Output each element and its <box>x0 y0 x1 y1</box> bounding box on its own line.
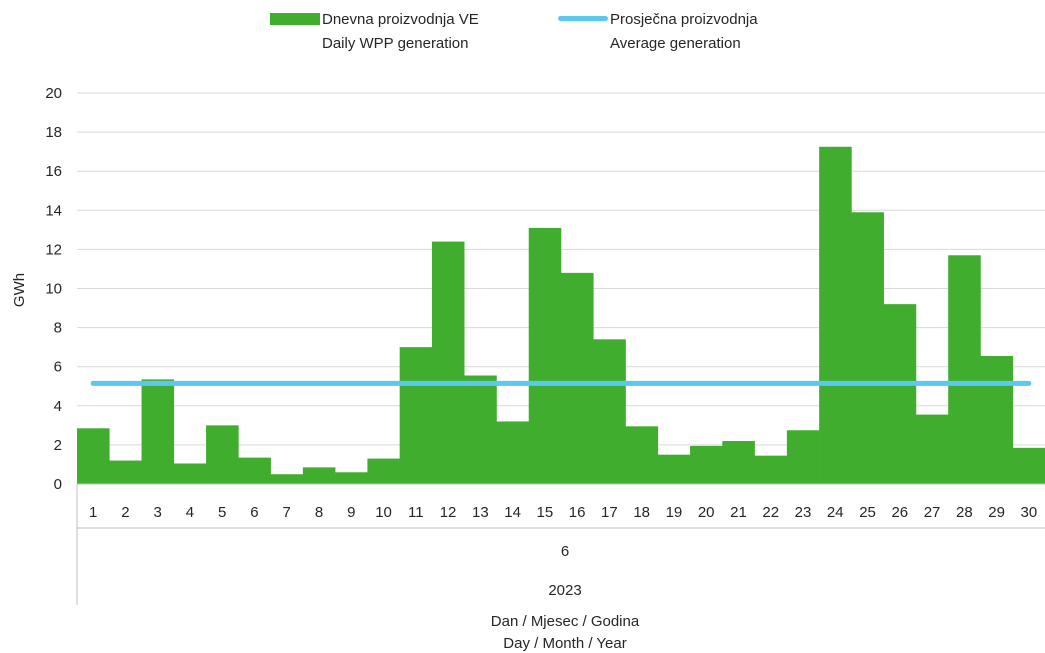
y-tick-label: 0 <box>54 476 62 493</box>
y-tick-label: 6 <box>54 359 62 376</box>
x-axis-title-line2: Day / Month / Year <box>503 635 626 652</box>
x-tick-label: 11 <box>408 504 424 521</box>
bar-day-17 <box>593 339 626 484</box>
x-tick-label: 18 <box>633 504 650 521</box>
x-tick-label: 10 <box>375 504 392 521</box>
bar-day-12 <box>431 241 465 484</box>
x-tick-label: 16 <box>569 504 586 521</box>
x-tick-label: 14 <box>504 504 521 521</box>
x-tick-label: 28 <box>956 504 973 521</box>
bar-day-27 <box>915 414 949 484</box>
x-tick-label: 12 <box>440 504 457 521</box>
y-axis: 0 2 4 6 8 10 12 14 16 18 20 <box>45 85 62 493</box>
x-tick-label: 30 <box>1021 504 1038 521</box>
bar-day-14 <box>496 421 530 484</box>
bar-day-24 <box>819 146 852 484</box>
bar-day-3 <box>141 379 175 484</box>
x-tick-label: 3 <box>153 504 161 521</box>
x-tick-label: 9 <box>347 504 355 521</box>
legend-label-daily-hr: Dnevna proizvodnja VE <box>322 11 479 28</box>
bar-day-13 <box>464 375 497 484</box>
y-tick-label: 18 <box>45 124 62 141</box>
bar-day-21 <box>722 440 755 484</box>
y-tick-label: 4 <box>54 398 62 415</box>
x-tick-label: 4 <box>186 504 194 521</box>
bar-day-1 <box>77 428 110 484</box>
bar-day-19 <box>657 454 691 484</box>
bar-day-18 <box>625 426 659 484</box>
bar-day-20 <box>690 445 723 484</box>
bar-day-26 <box>883 304 917 484</box>
legend-label-average-en: Average generation <box>610 35 741 52</box>
x-tick-label: 2 <box>121 504 129 521</box>
x-tick-label: 8 <box>315 504 323 521</box>
y-tick-label: 12 <box>45 241 62 258</box>
bar-day-25 <box>851 212 884 484</box>
legend-label-daily-en: Daily WPP generation <box>322 35 469 52</box>
bar-day-11 <box>399 347 433 484</box>
x-tick-label: 5 <box>218 504 226 521</box>
legend-item-average-generation: Prosječna proizvodnja Average generation <box>558 8 758 56</box>
y-tick-label: 20 <box>45 85 62 102</box>
x-tick-label: 7 <box>283 504 291 521</box>
bar-day-16 <box>561 272 594 484</box>
y-tick-label: 16 <box>45 163 62 180</box>
x-tick-label: 27 <box>924 504 941 521</box>
x-tick-label: 1 <box>89 504 97 521</box>
y-tick-label: 14 <box>45 202 62 219</box>
x-tick-label: 24 <box>827 504 844 521</box>
bar-day-23 <box>786 430 820 484</box>
bar-day-4 <box>173 463 207 484</box>
x-tick-label: 22 <box>762 504 779 521</box>
legend-swatch-bar <box>270 13 320 25</box>
bar-day-28 <box>948 255 981 484</box>
bar-day-15 <box>528 227 562 484</box>
x-tick-label: 19 <box>666 504 683 521</box>
bar-day-30 <box>1012 447 1045 484</box>
bar-day-6 <box>238 457 271 484</box>
x-tick-label: 25 <box>859 504 876 521</box>
bars <box>77 146 1045 484</box>
bar-day-8 <box>302 467 336 484</box>
x-axis: 1 2 3 4 5 6 7 8 9 10 11 12 13 14 15 16 17 18 19 20 21 22 23 24 2… <box>76 483 1045 605</box>
bar-day-2 <box>109 460 142 484</box>
x-axis-month-label: 6 <box>561 543 569 560</box>
legend-item-daily-generation: Dnevna proizvodnja VE Daily WPP generati… <box>270 8 479 56</box>
bar-day-10 <box>367 458 400 484</box>
x-tick-label: 6 <box>250 504 258 521</box>
x-axis-title-line1: Dan / Mjesec / Godina <box>491 613 640 630</box>
x-tick-label: 15 <box>537 504 554 521</box>
legend-swatch-line <box>558 16 608 21</box>
y-tick-label: 10 <box>45 281 62 298</box>
x-tick-label: 21 <box>730 504 747 521</box>
x-axis-year-label: 2023 <box>548 582 581 599</box>
bar-day-5 <box>206 425 239 484</box>
x-tick-label: 23 <box>795 504 812 521</box>
x-tick-label: 26 <box>891 504 908 521</box>
y-tick-label: 8 <box>54 320 62 337</box>
bar-day-22 <box>754 455 788 484</box>
y-tick-label: 2 <box>54 437 62 454</box>
chart-legend: Dnevna proizvodnja VE Daily WPP generati… <box>0 8 1045 68</box>
x-tick-label: 20 <box>698 504 715 521</box>
x-tick-label: 13 <box>472 504 489 521</box>
y-axis-title: GWh <box>11 273 28 307</box>
bar-day-7 <box>270 474 304 484</box>
x-tick-label: 17 <box>601 504 618 521</box>
bar-day-29 <box>980 355 1014 484</box>
x-tick-label: 29 <box>988 504 1005 521</box>
legend-label-average-hr: Prosječna proizvodnja <box>610 11 758 28</box>
bar-day-9 <box>335 472 368 484</box>
